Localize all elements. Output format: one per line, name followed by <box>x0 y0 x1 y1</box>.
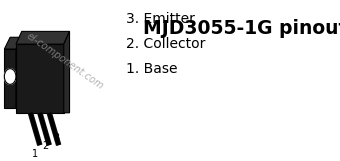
Text: 2: 2 <box>42 141 48 151</box>
Text: el-component.com: el-component.com <box>25 30 105 91</box>
Text: MJD3055-1G pinout: MJD3055-1G pinout <box>143 19 340 38</box>
Polygon shape <box>16 44 64 113</box>
Polygon shape <box>16 37 22 108</box>
Text: 1. Base: 1. Base <box>125 62 177 76</box>
Text: 2. Collector: 2. Collector <box>125 37 205 51</box>
Polygon shape <box>4 49 16 108</box>
Polygon shape <box>16 31 70 44</box>
Text: 1: 1 <box>32 149 38 159</box>
Text: 3: 3 <box>53 133 60 143</box>
Circle shape <box>4 69 16 84</box>
Polygon shape <box>4 37 22 49</box>
Polygon shape <box>64 31 70 113</box>
Text: 3. Emitter: 3. Emitter <box>125 12 194 26</box>
